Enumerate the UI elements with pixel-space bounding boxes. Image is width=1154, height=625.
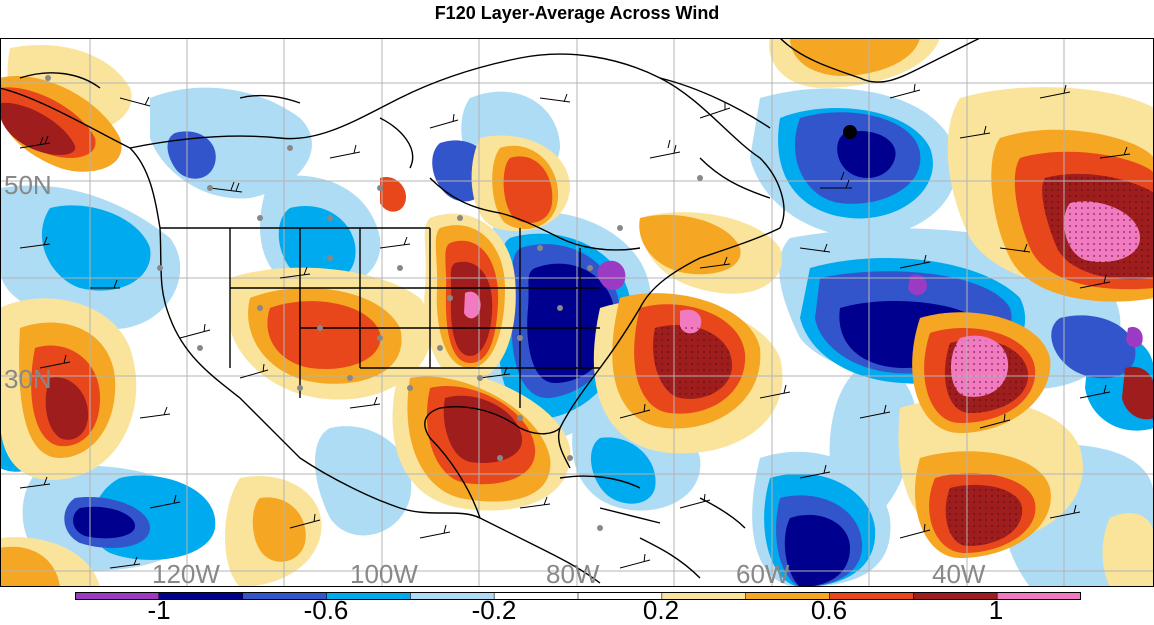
wind-barbs <box>19 83 1131 569</box>
colorbar-label: -1 <box>147 595 171 625</box>
colorbar-label: 1 <box>988 595 1004 625</box>
lat-label-50n: 50N <box>4 170 52 200</box>
colorbar-label: 0.6 <box>810 595 848 625</box>
lon-label-120w: 120W <box>152 559 220 587</box>
colorbar-label: 0.2 <box>642 595 680 625</box>
colorbar-cell <box>913 592 998 600</box>
lat-label-30n: 30N <box>4 364 52 394</box>
lon-label-40w: 40W <box>932 559 986 587</box>
colorbar <box>75 592 1081 600</box>
station-marker-large <box>843 125 857 139</box>
lon-label-80w: 80W <box>546 559 600 587</box>
station-dots <box>45 75 703 531</box>
colorbar-cell <box>158 592 244 600</box>
colorbar-cell <box>996 592 1081 600</box>
map-panel: 50N 30N 120W 100W 80W 60W 40W <box>0 38 1154 587</box>
lon-label-100w: 100W <box>350 559 418 587</box>
across-wind-map: 50N 30N 120W 100W 80W 60W 40W <box>0 38 1154 587</box>
colorbar-label: -0.6 <box>303 595 349 625</box>
coastlines-and-borders <box>0 38 981 584</box>
colorbar-label: -0.2 <box>471 595 517 625</box>
lon-label-60w: 60W <box>736 559 790 587</box>
lat-lon-grid <box>0 38 1154 587</box>
map-title: F120 Layer-Average Across Wind <box>434 3 720 23</box>
